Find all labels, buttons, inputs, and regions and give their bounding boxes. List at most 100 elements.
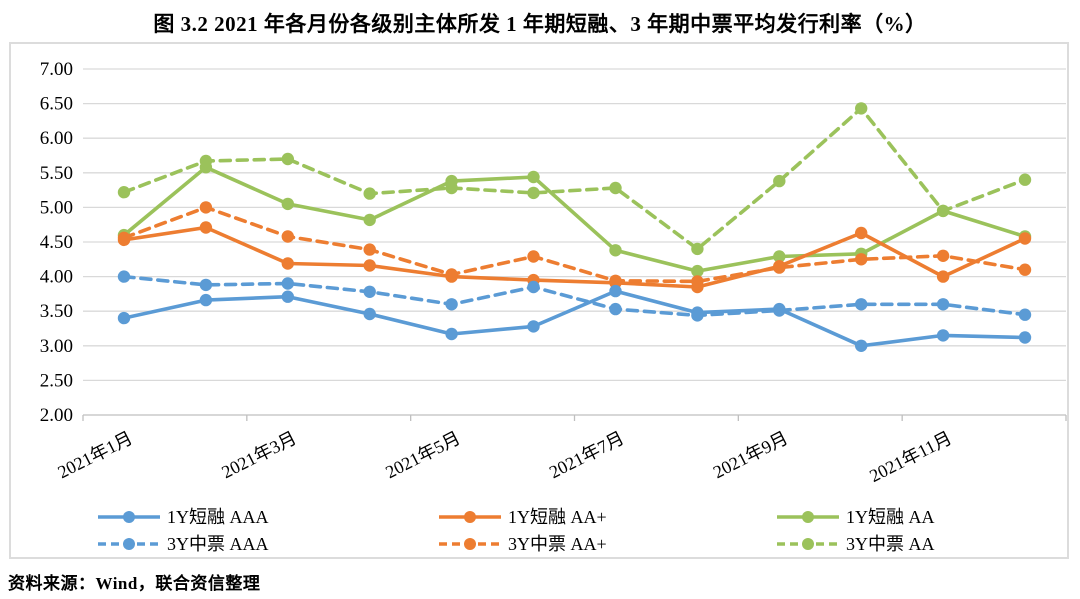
data-point — [609, 181, 622, 195]
legend-item: 1Y短融 AA+ — [438, 506, 607, 528]
x-axis-label: 2021年5月 — [382, 428, 463, 483]
data-point — [199, 201, 213, 214]
data-point — [1018, 263, 1032, 276]
data-point — [445, 298, 458, 311]
data-point — [527, 170, 540, 184]
data-point — [281, 230, 294, 243]
data-point — [936, 329, 950, 342]
y-axis-label: 5.50 — [40, 163, 73, 184]
y-axis-label: 6.00 — [40, 128, 73, 149]
data-point — [363, 213, 376, 227]
data-point — [773, 304, 786, 317]
x-axis-label: 2021年9月 — [710, 428, 791, 483]
data-point — [773, 174, 786, 188]
data-point — [936, 298, 950, 311]
data-point — [445, 181, 458, 195]
data-point — [1018, 331, 1032, 344]
data-point — [445, 268, 458, 281]
y-axis-label: 3.50 — [40, 301, 73, 322]
data-point — [936, 270, 950, 283]
data-point — [609, 244, 622, 257]
data-point — [281, 277, 294, 290]
legend-label: 3Y中票 AA — [846, 534, 935, 554]
data-point — [363, 307, 376, 321]
x-axis-label: 2021年7月 — [546, 428, 627, 483]
y-axis-label: 3.00 — [40, 336, 73, 357]
legend-swatch — [98, 511, 160, 523]
data-point — [117, 186, 131, 199]
y-axis-label: 5.00 — [40, 197, 73, 218]
data-point — [773, 261, 786, 274]
data-point — [855, 339, 868, 352]
data-point — [936, 204, 950, 218]
data-point — [1018, 232, 1032, 245]
data-point — [117, 231, 131, 244]
data-point — [281, 152, 294, 166]
x-axis-label: 2021年1月 — [55, 428, 136, 483]
data-point — [199, 293, 213, 307]
legend-swatch — [439, 511, 501, 523]
data-point — [773, 250, 786, 263]
series-line — [122, 225, 1027, 289]
data-point — [527, 186, 540, 200]
legend-swatch — [777, 511, 839, 523]
data-point — [363, 243, 376, 256]
data-point — [609, 284, 622, 298]
data-point — [199, 221, 213, 234]
data-point — [691, 275, 704, 288]
data-point — [855, 226, 868, 240]
data-point — [527, 250, 540, 263]
data-point — [1018, 308, 1032, 321]
legend-item: 3Y中票 AA+ — [438, 533, 607, 555]
legend-label: 1Y短融 AA+ — [508, 507, 607, 527]
data-point — [281, 197, 294, 211]
y-axis-label: 7.00 — [40, 59, 73, 80]
y-axis-label: 2.50 — [40, 370, 73, 391]
data-point — [609, 302, 622, 316]
series-line — [122, 274, 1027, 318]
legend-label: 1Y短融 AAA — [167, 507, 269, 527]
x-axis-label: 2021年11月 — [866, 428, 955, 486]
data-point — [281, 257, 294, 270]
chart-container: 7.00 6.50 6.00 5.50 5.00 4.50 4.00 3.50 3.00 2.50… — [9, 42, 1069, 559]
legend-marker — [802, 538, 814, 550]
data-point — [527, 320, 540, 333]
legend-marker — [464, 538, 476, 550]
data-point — [281, 290, 294, 303]
legend-item: 1Y短融 AAA — [97, 506, 269, 528]
data-point — [363, 285, 376, 298]
data-point — [199, 154, 213, 168]
y-axis-label: 6.50 — [40, 94, 73, 115]
legend-label: 3Y中票 AAA — [167, 534, 269, 554]
series-line — [122, 289, 1027, 348]
series-line — [122, 106, 1027, 251]
legend-marker — [123, 538, 135, 550]
series-line — [122, 205, 1027, 284]
data-point — [527, 280, 540, 294]
series-line — [122, 165, 1027, 273]
x-axis-label: 2021年3月 — [218, 428, 299, 483]
legend-item: 1Y短融 AA — [776, 506, 935, 528]
legend-swatch — [777, 538, 839, 550]
legend-label: 3Y中票 AA+ — [508, 534, 607, 554]
source-note: 资料来源：Wind，联合资信整理 — [8, 574, 261, 593]
data-point — [855, 253, 868, 266]
legend-label: 1Y短融 AA — [846, 507, 935, 527]
legend-marker — [464, 511, 476, 523]
data-point — [445, 327, 458, 341]
data-point — [1018, 173, 1032, 186]
chart-title: 图 3.2 2021 年各月份各级别主体所发 1 年期短融、3 年期中票平均发行… — [153, 12, 927, 36]
y-axis-label: 4.50 — [40, 232, 73, 253]
legend-item: 3Y中票 AAA — [97, 533, 269, 555]
data-point — [691, 309, 704, 322]
y-axis-label: 4.00 — [40, 267, 73, 288]
data-point — [855, 298, 868, 311]
chart-legend: 1Y短融 AAA 1Y短融 AA+ 1Y短融 AA 3Y中票 AAA 3Y中票 AA+ 3… — [11, 502, 1067, 558]
y-axis-label: 2.00 — [40, 405, 73, 426]
legend-swatch — [439, 538, 501, 550]
data-point — [609, 274, 622, 287]
data-point — [363, 259, 376, 272]
legend-marker — [802, 511, 814, 523]
data-point — [117, 311, 131, 325]
